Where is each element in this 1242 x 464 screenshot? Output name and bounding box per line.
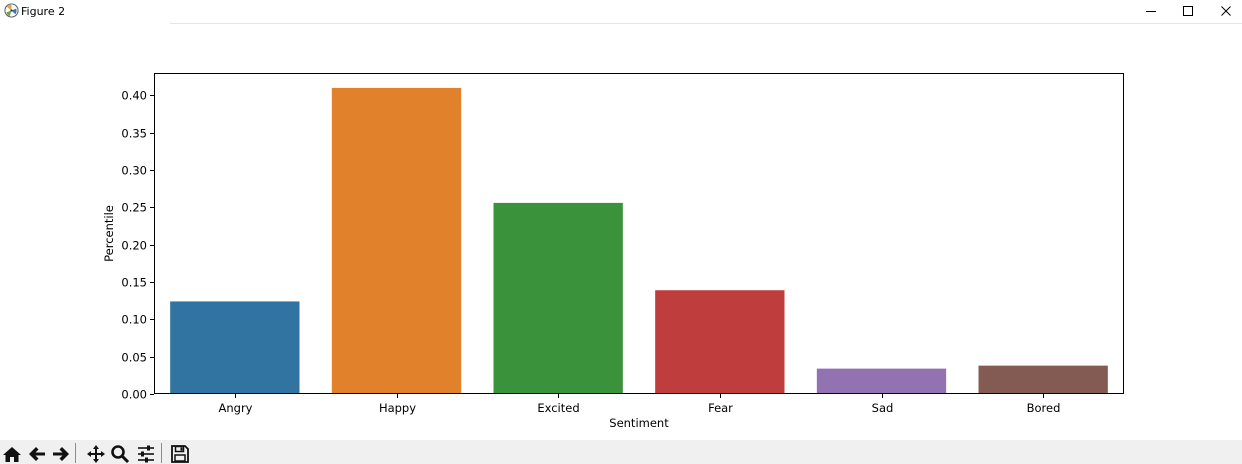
back-button[interactable] [26,443,48,464]
arrow-right-icon [53,446,69,461]
bar-fear [655,290,785,394]
toolbar-separator [161,443,162,463]
floppy-disk-icon [171,444,189,463]
x-tick-label: Happy [379,401,416,415]
y-axis-label: Percentile [102,205,116,262]
axes-frame [154,73,1124,394]
minimize-icon [1146,11,1156,12]
bar-sad [816,368,947,394]
y-tick-label: 0.00 [121,388,147,402]
y-tick-label: 0.30 [121,164,147,178]
arrow-left-icon [29,446,45,461]
x-tick-label: Sad [872,401,894,415]
bar-excited [493,202,623,394]
sliders-icon [138,445,154,462]
minimize-button[interactable] [1131,0,1171,22]
bar-happy [331,87,462,395]
bar-bored [978,365,1108,394]
y-tick-label: 0.10 [121,313,147,327]
x-tick-label: Bored [1027,401,1061,415]
magnifier-icon [111,444,130,463]
close-icon [1221,6,1231,16]
x-axis-label: Sentiment [609,416,669,430]
y-tick-label: 0.05 [121,351,147,365]
window-title: Figure 2 [21,5,66,18]
move-icon [87,444,105,463]
y-tick-label: 0.35 [121,127,147,141]
home-button[interactable] [1,443,23,464]
maximize-button[interactable] [1168,0,1208,22]
y-tick-label: 0.25 [121,201,147,215]
home-icon [3,446,21,462]
close-button[interactable] [1206,0,1242,22]
bar-chart: 0.00 0.05 0.10 0.15 0.20 0.25 0.30 0.35 0.40 Angr… [0,24,1242,440]
y-tick-label: 0.15 [121,276,147,290]
x-tick-label: Fear [708,401,733,415]
pan-button[interactable] [85,443,107,464]
configure-subplots-button[interactable] [135,443,157,464]
y-tick-label: 0.40 [121,89,147,103]
x-tick-label: Angry [219,401,253,415]
save-button[interactable] [169,443,191,464]
titlebar-divider [170,23,1242,24]
zoom-button[interactable] [109,443,131,464]
maximize-icon [1183,6,1193,16]
bar-angry [170,301,300,394]
y-tick-label: 0.20 [121,239,147,253]
toolbar-separator [75,443,76,463]
window-titlebar: Figure 2 [0,0,1242,23]
x-tick-label: Excited [537,401,579,415]
forward-button[interactable] [50,443,72,464]
navigation-toolbar [0,440,1242,464]
matplotlib-logo-icon [4,3,19,18]
